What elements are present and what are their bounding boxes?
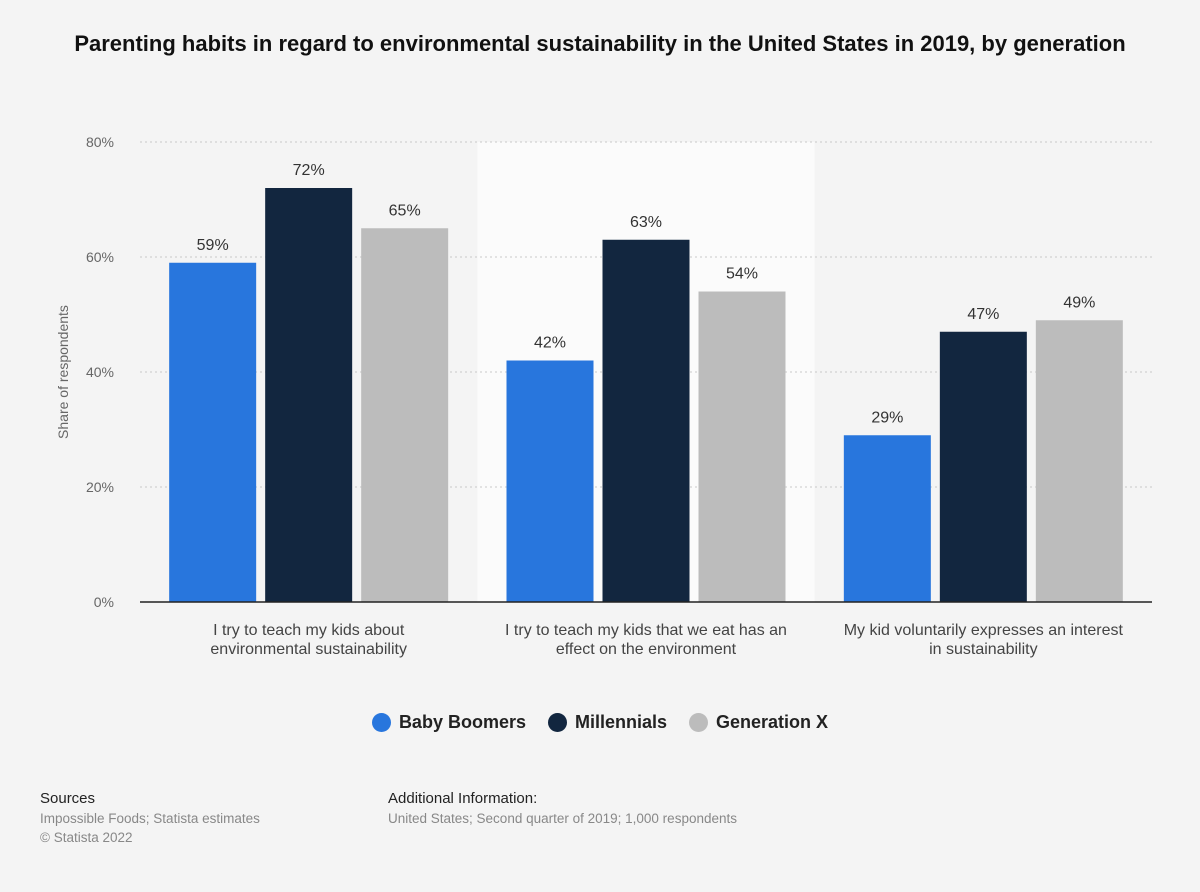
chart-title: Parenting habits in regard to environmen…: [74, 31, 1126, 56]
legend-item-millennials[interactable]: Millennials: [547, 712, 668, 733]
value-label-millennials-1: 72%: [293, 162, 325, 179]
legend-dot-baby-boomers: [371, 713, 391, 732]
legend-dot-millennials: [547, 713, 567, 732]
sources-line-1: Impossible Foods; Statista estimates: [40, 811, 260, 826]
category-label-2-line-2: effect on the environment: [556, 641, 737, 658]
legend-item-generation-x[interactable]: Generation X: [689, 712, 828, 733]
category-label-3: My kid voluntarily expresses an interest…: [844, 622, 1124, 658]
category-label-3-line-1: My kid voluntarily expresses an interest: [844, 622, 1124, 639]
y-tick-label-80: 80%: [86, 134, 114, 150]
y-tick-label-60: 60%: [86, 249, 114, 265]
value-label-generation-x-2: 54%: [726, 266, 758, 283]
sources-heading: Sources: [40, 790, 96, 807]
value-label-baby-boomers-3: 29%: [871, 409, 903, 426]
sources-line-2: © Statista 2022: [40, 830, 133, 845]
bar-generation-x-2: [698, 291, 786, 602]
legend-item-baby-boomers[interactable]: Baby Boomers: [371, 712, 526, 733]
bar-generation-x-3: [1035, 320, 1123, 602]
additional-info-text: United States; Second quarter of 2019; 1…: [388, 811, 737, 826]
category-label-2-line-1: I try to teach my kids that we eat has a…: [505, 622, 787, 639]
additional-info-heading: Additional Information:: [388, 790, 538, 807]
bar-millennials-1: [265, 188, 353, 602]
category-label-1-line-2: environmental sustainability: [210, 641, 407, 658]
bar-baby-boomers-2: [506, 360, 594, 602]
bar-baby-boomers-1: [169, 262, 257, 602]
legend-label-baby-boomers: Baby Boomers: [398, 712, 526, 732]
legend-label-millennials: Millennials: [574, 712, 668, 732]
bar-baby-boomers-3: [843, 435, 931, 602]
chart-legend: Baby Boomers Millennials Generation X: [0, 712, 1200, 733]
y-tick-label-20: 20%: [86, 479, 114, 495]
value-label-generation-x-3: 49%: [1063, 294, 1095, 311]
y-tick-label-40: 40%: [86, 364, 114, 380]
value-label-millennials-2: 63%: [630, 214, 662, 231]
category-label-1: I try to teach my kids about environmenta…: [210, 622, 407, 658]
y-tick-label-0: 0%: [94, 594, 114, 610]
category-label-3-line-2: in sustainability: [929, 641, 1038, 658]
bar-generation-x-1: [361, 228, 449, 602]
bar-chart: 59% 72% 65% 42% 63% 54% 29% 47% 49% 0% 20% 40% 60% 8…: [55, 134, 1152, 658]
category-label-1-line-1: I try to teach my kids about: [213, 622, 405, 639]
value-label-generation-x-1: 65%: [389, 202, 421, 219]
value-label-baby-boomers-2: 42%: [534, 335, 566, 352]
y-axis-title: Share of respondents: [55, 305, 71, 439]
legend-dot-generation-x: [689, 713, 709, 732]
value-label-millennials-3: 47%: [967, 306, 999, 323]
category-label-2: I try to teach my kids that we eat has a…: [505, 622, 787, 658]
bar-millennials-3: [939, 331, 1027, 602]
bar-millennials-2: [602, 239, 690, 602]
sources-text: Impossible Foods; Statista estimates © S…: [40, 809, 260, 847]
legend-label-generation-x: Generation X: [716, 712, 829, 732]
value-label-baby-boomers-1: 59%: [197, 237, 229, 254]
